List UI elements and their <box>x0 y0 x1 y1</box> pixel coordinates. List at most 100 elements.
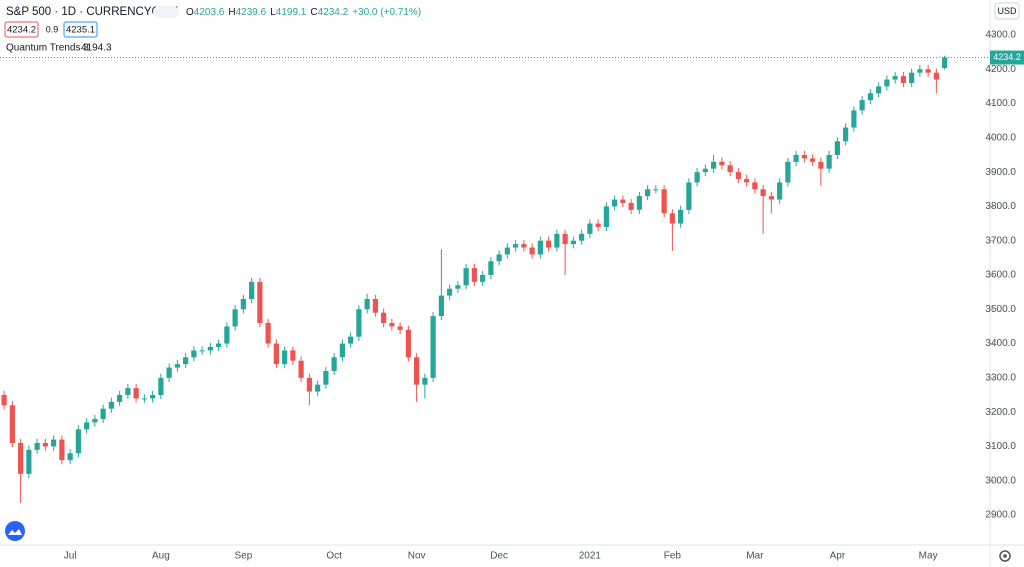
ohlc-label: C <box>310 7 317 18</box>
x-tick-label: Jul <box>64 551 77 562</box>
y-tick-label: 3100.0 <box>985 441 1016 452</box>
last-price-label: 4234.2 <box>993 52 1021 62</box>
candle-body <box>496 254 502 262</box>
ohlc-value: 4234.2 <box>318 7 349 18</box>
symbol: S&P 500 · 1D · CURRENCYCOM <box>6 6 178 18</box>
candle-body <box>661 189 667 214</box>
candle-body <box>669 213 675 224</box>
candle-body <box>216 343 222 347</box>
candle-body <box>199 350 205 352</box>
candle-body <box>84 422 90 430</box>
candle-body <box>232 309 238 327</box>
x-tick-label: Nov <box>408 551 426 562</box>
candle-body <box>92 418 98 423</box>
x-tick-label: May <box>919 551 938 562</box>
currency: USD <box>997 6 1017 16</box>
candle-body <box>422 377 428 385</box>
candle-body <box>513 244 519 248</box>
candle-body <box>735 172 741 179</box>
candle-body <box>257 281 263 323</box>
candle-body <box>834 141 840 155</box>
x-tick-label: Dec <box>490 551 508 562</box>
candle-body <box>207 346 213 351</box>
candle-body <box>851 110 857 128</box>
candle-body <box>521 244 527 248</box>
candle-body <box>414 357 420 385</box>
x-tick-label: Feb <box>664 551 682 562</box>
candle-body <box>843 127 849 142</box>
candle-body <box>620 199 626 203</box>
candle-body <box>900 76 906 83</box>
candle-body <box>480 274 486 282</box>
x-tick-label: Sep <box>234 551 252 562</box>
candle-body <box>100 408 106 419</box>
candle-body <box>108 401 114 409</box>
candle-body <box>455 285 461 289</box>
indicator-value: 4194.3 <box>81 43 112 54</box>
ohlc-value: 4199.1 <box>276 7 307 18</box>
candle-body <box>628 202 634 210</box>
candle-body <box>463 268 469 286</box>
candle-body <box>18 442 24 474</box>
candle-body <box>1 394 7 406</box>
last-price-tag <box>990 50 1024 65</box>
currency-button[interactable] <box>994 2 1020 20</box>
settings-icon[interactable] <box>999 550 1011 562</box>
candle-body <box>282 350 288 365</box>
sell-button[interactable] <box>4 21 39 38</box>
candle-body <box>537 240 543 255</box>
candle-body <box>554 233 560 248</box>
candle-body <box>339 343 345 358</box>
ohlc-value: 4203.6 <box>194 7 225 18</box>
ohlc: O4203.6 H4239.6 L4199.1 C4234.2 +30.0 (+0.71… <box>186 7 421 18</box>
candle-body <box>249 281 255 299</box>
candle-body <box>265 322 271 344</box>
ohlc-label: H <box>228 7 235 18</box>
candle-body <box>447 288 453 296</box>
candle-body <box>405 329 411 358</box>
candle-body <box>793 154 799 162</box>
candle-body <box>438 295 444 317</box>
candle-body <box>348 336 354 344</box>
buy-button[interactable] <box>63 21 98 38</box>
candle-body <box>75 429 81 454</box>
candle-body <box>59 439 65 461</box>
candle-body <box>653 189 659 191</box>
candle-body <box>315 384 321 392</box>
candle-body <box>744 178 750 183</box>
y-tick-label: 4100.0 <box>985 98 1016 109</box>
candle-body <box>323 370 329 385</box>
candle-body <box>884 79 890 87</box>
candle-body <box>125 388 131 395</box>
candle-body <box>141 398 147 400</box>
candle-body <box>504 247 510 255</box>
candle-body <box>909 72 915 83</box>
y-tick-label: 4000.0 <box>985 132 1016 143</box>
candle-body <box>636 196 642 210</box>
candle-body <box>150 394 156 399</box>
candle-body <box>51 439 57 447</box>
candle-body <box>389 322 395 327</box>
x-tick-label: Oct <box>326 551 342 562</box>
y-tick-label: 3700.0 <box>985 235 1016 246</box>
candle-body <box>645 189 651 197</box>
y-tick-label: 3600.0 <box>985 270 1016 281</box>
x-tick-label: 2021 <box>579 551 602 562</box>
candle-body <box>273 343 279 365</box>
candle-body <box>876 86 882 94</box>
candle-body <box>397 326 403 330</box>
candle-body <box>917 69 923 73</box>
candle-body <box>686 182 692 210</box>
price-axis: 2900.0 3000.0 3100.0 3200.0 3300.0 3400.0 3500… <box>985 30 1016 521</box>
candle-body <box>430 316 436 378</box>
candle-body <box>719 161 725 166</box>
toggle[interactable] <box>153 6 179 18</box>
candle-body <box>867 93 873 101</box>
candle-body <box>133 388 139 399</box>
candle-body <box>26 449 32 474</box>
candle-body <box>117 394 123 402</box>
candle-body <box>546 240 552 248</box>
candle-body <box>603 206 609 227</box>
